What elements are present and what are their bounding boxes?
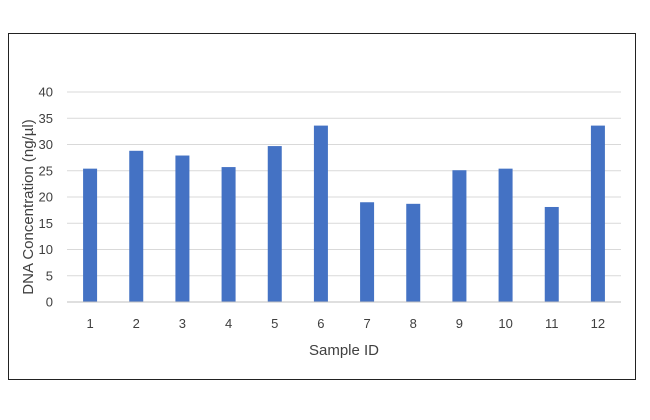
x-tick-label: 8 [410, 316, 417, 331]
bar-sample-3 [175, 155, 190, 302]
x-tick-label: 12 [591, 316, 605, 331]
x-axis-ticks: 1 2 3 4 5 6 7 8 9 10 11 12 [86, 316, 605, 331]
y-tick-label: 30 [39, 137, 53, 152]
x-tick-label: 5 [271, 316, 278, 331]
bar-sample-1 [83, 168, 98, 302]
y-tick-label: 5 [46, 268, 53, 283]
bar-sample-4 [221, 167, 236, 302]
y-tick-label: 20 [39, 190, 53, 205]
x-tick-label: 2 [133, 316, 140, 331]
bar-sample-6 [313, 125, 328, 302]
x-axis-title: Sample ID [309, 342, 379, 359]
bar-sample-10 [498, 168, 513, 302]
y-tick-label: 25 [39, 163, 53, 178]
x-tick-label: 6 [317, 316, 324, 331]
y-tick-label: 10 [39, 242, 53, 257]
bar-sample-7 [360, 202, 375, 302]
y-tick-label: 0 [46, 295, 53, 310]
y-tick-label: 40 [39, 85, 53, 100]
bar-sample-12 [590, 125, 605, 302]
x-tick-label: 4 [225, 316, 232, 331]
bar-sample-5 [267, 146, 282, 302]
bar-sample-9 [452, 170, 467, 302]
y-tick-label: 15 [39, 216, 53, 231]
x-tick-label: 7 [363, 316, 370, 331]
x-tick-label: 11 [545, 316, 559, 331]
bar-sample-8 [406, 203, 421, 302]
y-tick-label: 35 [39, 111, 53, 126]
x-tick-label: 9 [456, 316, 463, 331]
chart-frame: 0 5 10 15 20 25 30 35 40 1 2 3 4 5 6 7 8 9 10 11 12 Sample … [8, 33, 636, 380]
x-tick-label: 3 [179, 316, 186, 331]
x-tick-label: 10 [498, 316, 512, 331]
y-axis-ticks: 0 5 10 15 20 25 30 35 40 [39, 85, 53, 310]
x-tick-label: 1 [86, 316, 93, 331]
bar-sample-11 [544, 206, 559, 302]
y-axis-title: DNA Concentration (ng/µl) [20, 119, 37, 294]
gridlines [67, 91, 621, 277]
bars [83, 125, 605, 302]
bar-sample-2 [129, 150, 144, 302]
